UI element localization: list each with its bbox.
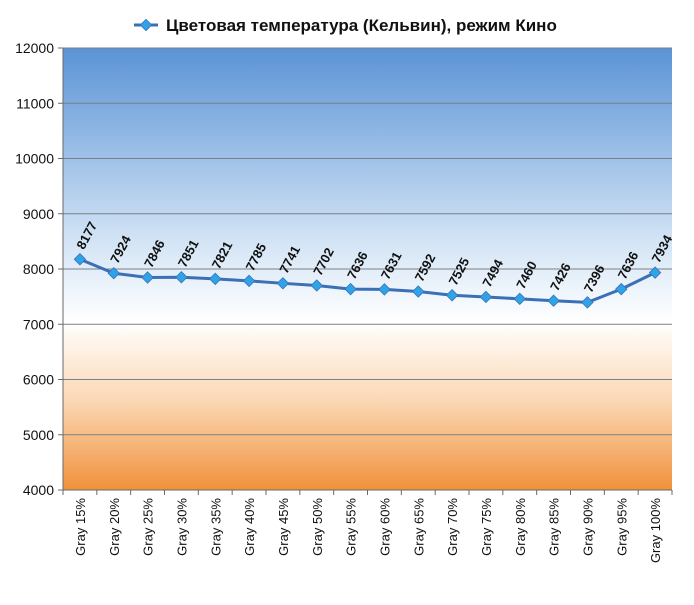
data-point-marker: [581, 296, 594, 309]
data-point-marker: [73, 252, 87, 266]
x-tick-label: Gray 100%: [648, 498, 663, 563]
data-point-marker: [378, 283, 391, 296]
legend-label: Цветовая температура (Кельвин), режим Ки…: [166, 16, 557, 35]
data-point-marker: [648, 266, 662, 279]
x-tick-label: Gray 15%: [73, 498, 88, 556]
x-tick-label: Gray 60%: [377, 498, 392, 556]
y-tick-label: 6000: [23, 372, 54, 388]
data-point-marker: [513, 292, 526, 306]
x-tick-label: Gray 55%: [344, 498, 359, 556]
x-tick-label: Gray 30%: [174, 498, 189, 556]
x-tick-label: Gray 90%: [580, 498, 595, 556]
data-point-marker: [175, 271, 188, 284]
y-axis: 4000 5000 6000 7000 8000 9000 10000 11000 12000: [15, 40, 64, 498]
series-group: [73, 252, 662, 309]
data-point-marker: [615, 282, 628, 296]
data-point-marker: [479, 290, 493, 304]
x-tick-label: Gray 75%: [479, 498, 494, 556]
data-point-marker: [209, 272, 222, 286]
data-point-marker: [412, 285, 425, 298]
x-tick-label: Gray 65%: [411, 498, 426, 556]
gridlines: [63, 47, 672, 436]
data-point-marker: [344, 282, 357, 296]
y-tick-label: 11000: [16, 95, 54, 111]
x-tick-label: Gray 80%: [513, 498, 528, 556]
x-tick-label: Gray 45%: [276, 498, 291, 556]
y-tick-label: 8000: [23, 261, 54, 277]
data-point-marker: [276, 277, 290, 290]
y-tick-label: 10000: [15, 151, 54, 167]
data-point-marker: [107, 266, 120, 280]
x-axis: Gray 15% Gray 20% Gray 25% Gray 30% Gray 35%…: [62, 489, 673, 563]
y-tick-label: 12000: [15, 40, 54, 56]
x-tick-label: Gray 20%: [107, 498, 122, 556]
y-tick-label: 7000: [23, 316, 54, 332]
x-tick-label: Gray 40%: [242, 498, 257, 556]
data-point-marker: [310, 279, 323, 292]
legend-marker-swatch: [139, 18, 153, 32]
y-tick-label: 9000: [23, 206, 54, 222]
data-point-marker: [547, 294, 560, 307]
data-point-marker: [242, 274, 256, 288]
x-tick-label: Gray 50%: [310, 498, 325, 556]
x-tick-label: Gray 70%: [445, 498, 460, 556]
y-tick-label: 4000: [23, 482, 54, 498]
x-tick-label: Gray 35%: [208, 498, 223, 556]
x-tick-label: Gray 95%: [614, 498, 629, 556]
data-point-marker: [141, 271, 154, 284]
x-tick-label: Gray 25%: [141, 498, 156, 556]
y-tick-label: 5000: [23, 427, 54, 443]
legend: Цветовая температура (Кельвин), режим Ки…: [134, 16, 557, 35]
data-point-marker: [445, 289, 459, 302]
x-tick-label: Gray 85%: [547, 498, 562, 556]
